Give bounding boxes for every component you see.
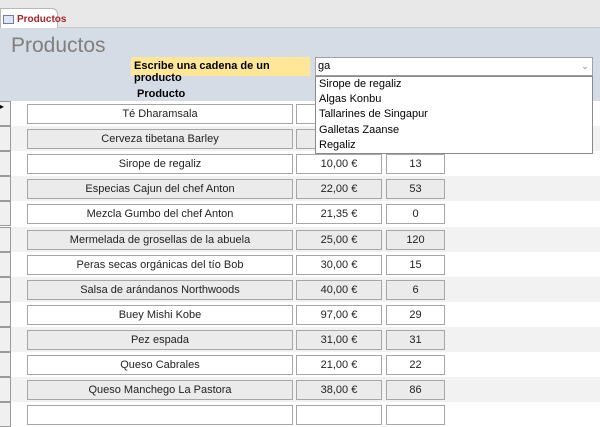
table-row: Peras secas orgánicas del tío Bob 30,00 €… bbox=[11, 252, 600, 277]
form-header: Productos Escribe una cadena de un produ… bbox=[0, 28, 600, 101]
stock-field[interactable]: 31 bbox=[386, 329, 445, 350]
record-selector[interactable] bbox=[0, 377, 11, 403]
product-name-field[interactable]: Cerveza tibetana Barley bbox=[27, 129, 293, 150]
product-name-field[interactable]: Buey Mishi Kobe bbox=[27, 304, 293, 325]
column-header-producto: Producto bbox=[137, 88, 186, 100]
record-selector[interactable] bbox=[0, 176, 11, 202]
record-selector-current[interactable]: ▸ bbox=[0, 101, 11, 126]
stock-field[interactable]: 15 bbox=[386, 254, 445, 275]
dropdown-option[interactable]: Regaliz bbox=[319, 138, 356, 151]
record-selector[interactable] bbox=[0, 352, 11, 377]
dropdown-option[interactable]: Sirope de regaliz bbox=[319, 78, 402, 90]
price-field[interactable]: 31,00 € bbox=[296, 329, 382, 350]
table-row: Salsa de arándanos Northwoods 40,00 €6 bbox=[11, 276, 600, 302]
record-selector[interactable] bbox=[0, 402, 11, 427]
price-field[interactable]: 21,00 € bbox=[296, 355, 382, 375]
dropdown-option[interactable]: Tallarines de Singapur bbox=[319, 108, 428, 121]
search-combobox[interactable]: ga ⌄ bbox=[315, 57, 593, 76]
document-tab-bar: Productos bbox=[0, 0, 600, 29]
dropdown-option[interactable]: Galletas Zaanse bbox=[319, 123, 400, 136]
stock-field[interactable]: 13 bbox=[386, 154, 445, 175]
table-row: Queso Cabrales 21,00 €22 bbox=[11, 352, 600, 377]
product-name-field[interactable] bbox=[27, 405, 293, 426]
dropdown-option[interactable]: Algas Konbu bbox=[319, 93, 382, 106]
stock-field[interactable]: 53 bbox=[386, 179, 445, 200]
table-row bbox=[11, 402, 600, 427]
table-row: Sirope de regaliz 10,00 €13 bbox=[11, 151, 600, 176]
record-selector[interactable] bbox=[0, 151, 11, 177]
record-selector[interactable] bbox=[0, 301, 11, 327]
price-field[interactable]: 30,00 € bbox=[296, 254, 382, 275]
price-field[interactable]: 22,00 € bbox=[296, 179, 382, 200]
stock-field[interactable]: 6 bbox=[386, 279, 445, 300]
price-field[interactable]: 10,00 € bbox=[296, 154, 382, 175]
record-selector[interactable] bbox=[0, 126, 11, 152]
table-row: Queso Manchego La Pastora 38,00 €86 bbox=[11, 377, 600, 403]
product-name-field[interactable]: Té Dharamsala bbox=[27, 104, 293, 124]
stock-field[interactable]: 120 bbox=[386, 229, 445, 250]
record-selector[interactable] bbox=[0, 251, 11, 277]
price-field[interactable]: 25,00 € bbox=[296, 229, 382, 250]
table-row: Especias Cajun del chef Anton 22,00 €53 bbox=[11, 176, 600, 202]
product-name-field[interactable]: Peras secas orgánicas del tío Bob bbox=[27, 254, 293, 275]
price-field[interactable]: 97,00 € bbox=[296, 304, 382, 325]
product-name-field[interactable]: Pez espada bbox=[27, 329, 293, 350]
record-selector[interactable] bbox=[0, 201, 11, 227]
stock-field[interactable]: 86 bbox=[386, 380, 445, 401]
table-row: Mezcla Gumbo del chef Anton 21,35 €0 bbox=[11, 201, 600, 226]
product-name-field[interactable]: Especias Cajun del chef Anton bbox=[27, 179, 293, 200]
product-name-field[interactable]: Mermelada de grosellas de la abuela bbox=[27, 229, 293, 250]
product-name-field[interactable]: Queso Cabrales bbox=[27, 355, 293, 375]
price-field[interactable] bbox=[296, 405, 382, 426]
search-input-value[interactable]: ga bbox=[318, 60, 331, 72]
record-selector[interactable] bbox=[0, 326, 11, 352]
stock-field[interactable]: 0 bbox=[386, 204, 445, 225]
form-icon bbox=[3, 15, 14, 24]
price-field[interactable]: 38,00 € bbox=[296, 380, 382, 401]
chevron-down-icon[interactable]: ⌄ bbox=[581, 61, 589, 71]
tab-productos[interactable]: Productos bbox=[0, 8, 66, 29]
record-selector[interactable] bbox=[0, 226, 11, 252]
record-selector[interactable] bbox=[0, 276, 11, 302]
product-name-field[interactable]: Queso Manchego La Pastora bbox=[27, 380, 293, 401]
stock-field[interactable]: 22 bbox=[386, 355, 445, 375]
product-name-field[interactable]: Salsa de arándanos Northwoods bbox=[27, 279, 293, 300]
product-name-field[interactable]: Mezcla Gumbo del chef Anton bbox=[27, 204, 293, 225]
table-row: Mermelada de grosellas de la abuela 25,00… bbox=[11, 226, 600, 252]
stock-field[interactable] bbox=[386, 405, 445, 426]
search-label: Escribe una cadena de un producto bbox=[131, 57, 310, 84]
price-field[interactable]: 21,35 € bbox=[296, 204, 382, 225]
product-name-field[interactable]: Sirope de regaliz bbox=[27, 154, 293, 175]
table-row: Pez espada 31,00 €31 bbox=[11, 326, 600, 352]
page-title: Productos bbox=[11, 34, 106, 57]
stock-field[interactable]: 29 bbox=[386, 304, 445, 325]
price-field[interactable]: 40,00 € bbox=[296, 279, 382, 300]
table-row: Buey Mishi Kobe 97,00 €29 bbox=[11, 302, 600, 327]
search-dropdown-list[interactable]: Sirope de regaliz Algas Konbu Tallarines d… bbox=[315, 76, 593, 154]
tab-label: Productos bbox=[17, 14, 67, 25]
